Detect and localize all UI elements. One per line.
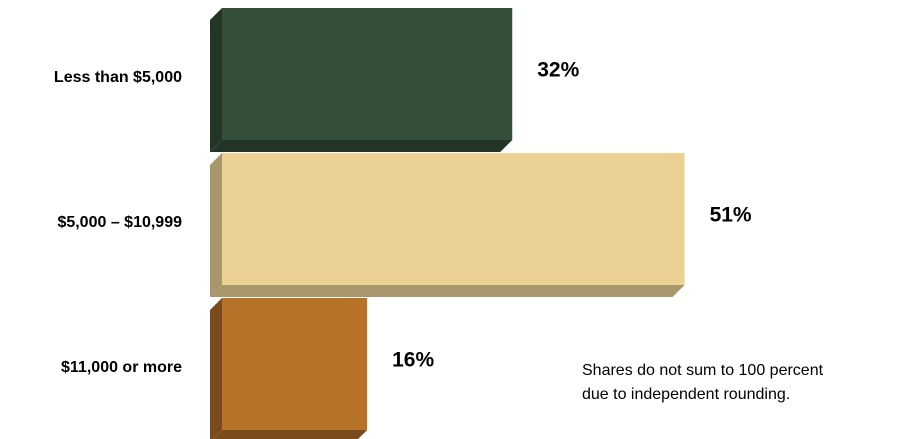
note-line: Shares do not sum to 100 percent	[582, 362, 824, 379]
bar-side	[210, 8, 222, 152]
bar-bottom	[213, 430, 368, 439]
value-label: 51%	[710, 204, 752, 227]
category-label: Less than $5,000	[54, 69, 182, 86]
category-label: $11,000 or more	[61, 359, 182, 376]
value-label: 32%	[537, 59, 579, 82]
bar-bottom	[210, 140, 513, 152]
category-label: $5,000 – $10,999	[57, 214, 182, 231]
bar-side	[210, 298, 222, 439]
note-line: due to independent rounding.	[582, 386, 790, 403]
value-label: 16%	[392, 349, 434, 372]
bar-bottom	[210, 285, 685, 297]
bar	[222, 8, 513, 140]
bar	[222, 298, 368, 430]
bar	[222, 153, 685, 285]
bar-side	[210, 153, 222, 297]
